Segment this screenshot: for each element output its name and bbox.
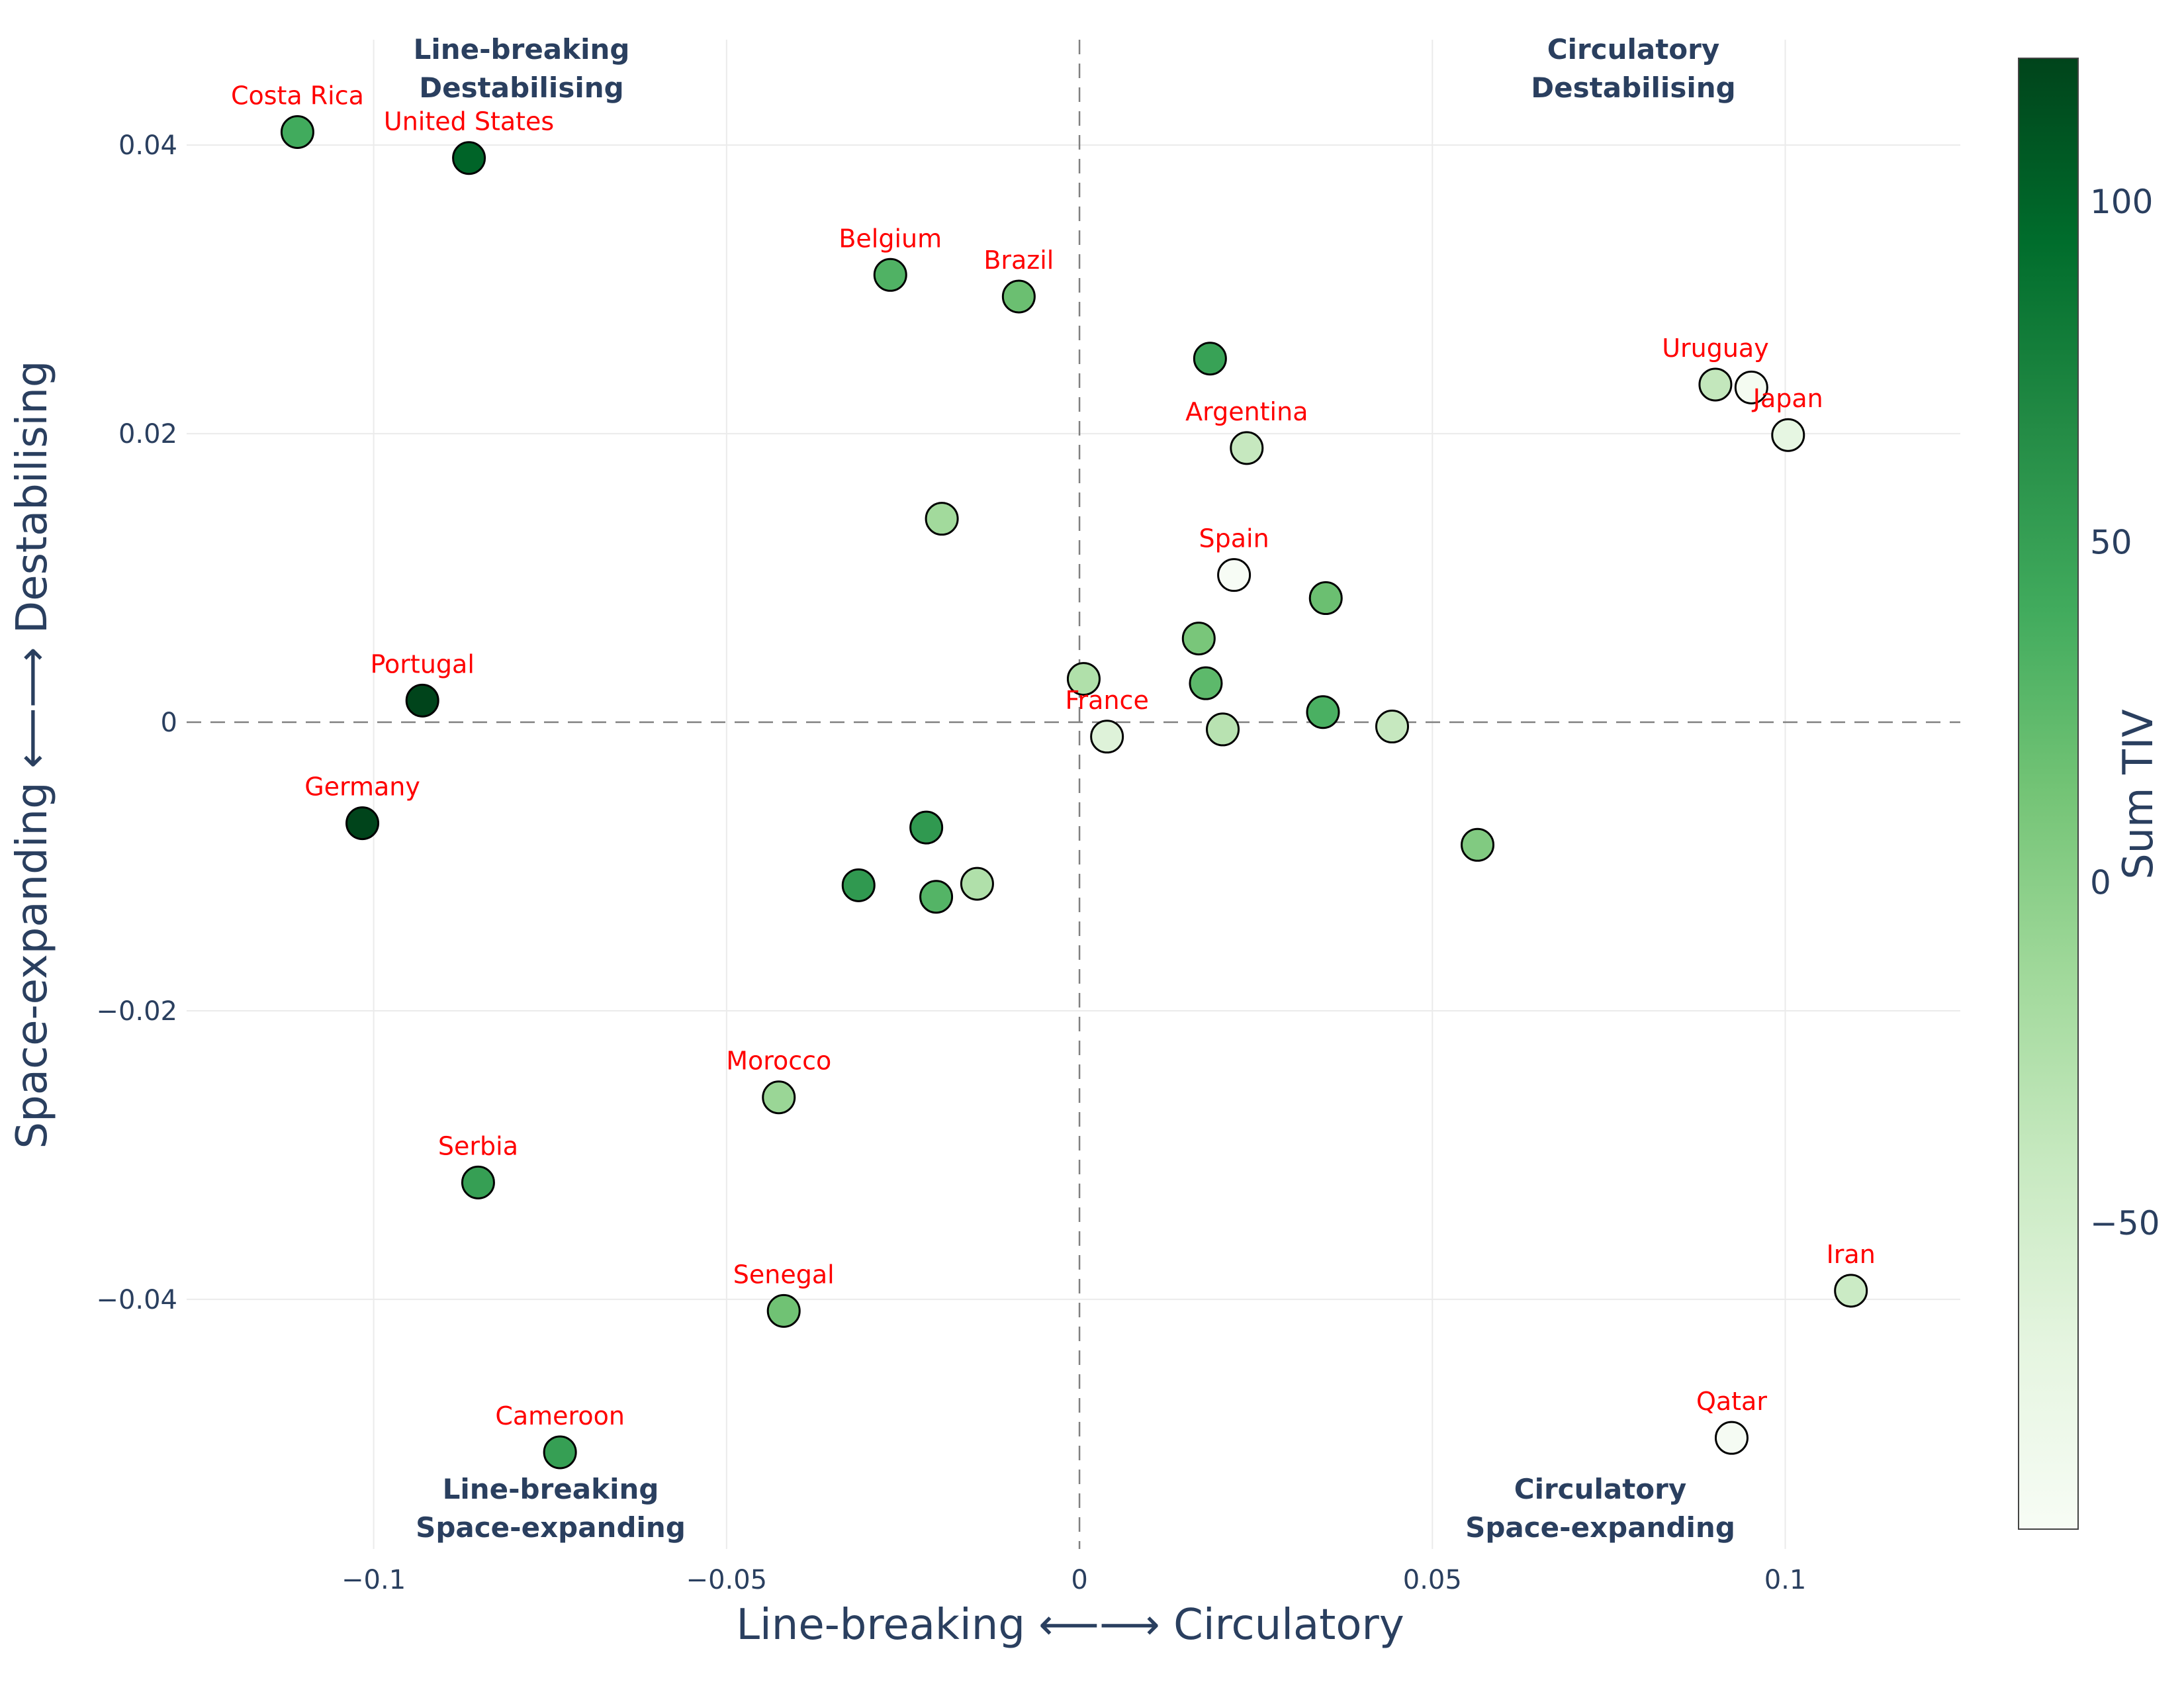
data-point	[1375, 710, 1410, 744]
point-label: Senegal	[733, 1260, 835, 1289]
point-label: Costa Rica	[231, 81, 364, 111]
points	[280, 115, 1868, 1470]
x-tick-label: −0.1	[341, 1565, 406, 1595]
data-point	[1698, 367, 1733, 402]
data-point	[1090, 720, 1124, 754]
data-point	[909, 810, 944, 845]
quadrant-label-line2: Space-expanding	[1465, 1511, 1735, 1544]
colorbar-tick-label: 0	[2090, 864, 2111, 902]
data-point	[1189, 666, 1223, 700]
data-point	[452, 141, 486, 175]
quadrant-label-line1: Circulatory	[1547, 33, 1720, 66]
data-point	[1193, 342, 1227, 376]
data-point	[1771, 418, 1805, 452]
point-label: Morocco	[726, 1047, 831, 1076]
x-axis-title: Line-breaking ⟵⟶ Circulatory	[736, 1601, 1404, 1650]
x-tick-label: 0.05	[1403, 1565, 1462, 1595]
point-label: Qatar	[1696, 1387, 1767, 1416]
data-point	[762, 1080, 796, 1115]
y-tick-label: 0.04	[118, 130, 177, 161]
colorbar-tick-label: 100	[2090, 183, 2153, 221]
data-point	[543, 1435, 577, 1470]
point-label: Belgium	[839, 224, 942, 253]
zero-lines	[187, 40, 1960, 1549]
data-point	[1461, 827, 1495, 862]
data-point	[1206, 712, 1240, 747]
data-point	[1230, 431, 1264, 465]
data-point	[405, 683, 439, 718]
point-label: Germany	[304, 773, 420, 802]
quadrant-label-line2: Destabilising	[419, 71, 623, 104]
data-point	[280, 115, 314, 150]
data-point	[1181, 622, 1216, 656]
data-point	[1066, 662, 1101, 696]
data-point	[1308, 581, 1343, 616]
quadrant-labels: Line-breaking Destabilising Circulatory Des…	[414, 33, 1736, 1544]
data-point	[925, 502, 959, 536]
data-point	[1306, 695, 1340, 729]
colorbar: −50 0 50 100 Sum TIV	[2018, 58, 2162, 1530]
point-label: United States	[384, 107, 554, 136]
point-label: Cameroon	[495, 1401, 625, 1430]
data-point	[1217, 558, 1251, 592]
point-label: Brazil	[983, 246, 1054, 275]
data-point	[461, 1165, 495, 1199]
data-point	[960, 867, 994, 901]
point-label: Japan	[1752, 384, 1823, 413]
point-labels: Costa Rica United States Belgium Brazil Urug…	[231, 81, 1876, 1430]
y-tick-label: 0.02	[118, 419, 177, 449]
point-label: Uruguay	[1662, 334, 1769, 363]
colorbar-tick-label: 50	[2090, 523, 2132, 561]
data-point	[873, 258, 907, 292]
data-point	[1734, 370, 1768, 404]
data-point	[766, 1293, 801, 1328]
data-point	[1001, 279, 1036, 314]
quadrant-label-line1: Line-breaking	[414, 33, 630, 66]
point-label: France	[1065, 686, 1148, 715]
x-tick-label: 0	[1071, 1565, 1087, 1595]
data-point	[841, 868, 876, 902]
quadrant-label-line1: Line-breaking	[443, 1473, 659, 1505]
x-tick-label: 0.1	[1764, 1565, 1807, 1595]
axes: −0.1 −0.05 0 0.05 0.1 −0.04 −0.02 0 0.02 0.04	[96, 130, 1806, 1595]
data-point	[345, 806, 380, 841]
colorbar-tick-label: −50	[2090, 1204, 2160, 1243]
colorbar-gradient	[2018, 58, 2079, 1530]
y-tick-label: 0	[161, 708, 177, 738]
quadrant-label-line2: Destabilising	[1531, 71, 1735, 104]
point-label: Portugal	[371, 649, 475, 679]
quadrant-label-line2: Space-expanding	[416, 1511, 686, 1544]
point-label: Spain	[1199, 524, 1269, 553]
y-tick-label: −0.02	[96, 996, 177, 1027]
point-label: Iran	[1827, 1240, 1876, 1269]
data-point	[919, 880, 954, 914]
point-label: Serbia	[438, 1131, 518, 1160]
colorbar-title: Sum TIV	[2114, 709, 2162, 879]
data-point	[1714, 1421, 1749, 1455]
point-label: Argentina	[1185, 397, 1308, 426]
grid	[187, 40, 1960, 1549]
y-tick-label: −0.04	[96, 1285, 177, 1315]
x-tick-label: −0.05	[686, 1565, 768, 1595]
data-point	[1834, 1274, 1868, 1308]
y-axis-title: Space-expanding ⟵⟶ Destabilising	[8, 360, 57, 1149]
quadrant-label-line1: Circulatory	[1514, 1473, 1687, 1505]
